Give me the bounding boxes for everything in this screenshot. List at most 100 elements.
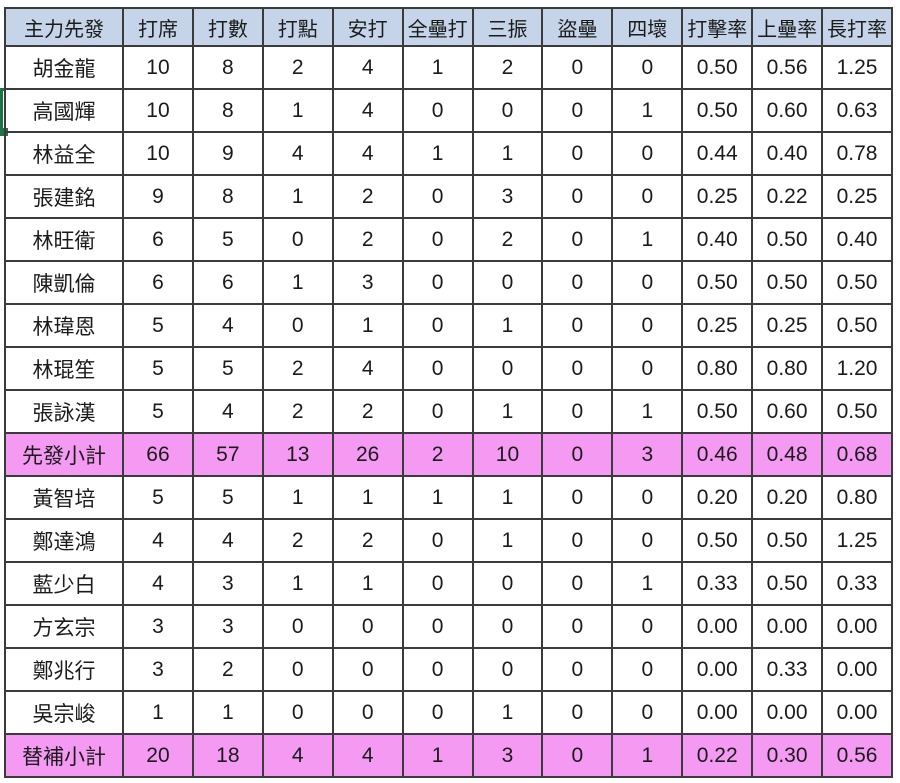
stat-cell[interactable]: 0 — [331, 690, 404, 735]
stat-cell[interactable]: 10 — [471, 432, 544, 477]
stat-cell[interactable]: 2 — [331, 174, 404, 219]
stat-cell[interactable]: 0.40 — [681, 217, 754, 262]
stat-cell[interactable]: 0 — [541, 389, 614, 434]
player-name-cell[interactable]: 林瑋恩 — [4, 303, 124, 348]
stat-cell[interactable]: 0.50 — [681, 260, 754, 305]
column-header-1[interactable]: 打席 — [122, 7, 194, 47]
stat-cell[interactable]: 0.40 — [751, 131, 824, 176]
stat-cell[interactable]: 0 — [261, 604, 334, 649]
player-name-cell[interactable]: 林益全 — [4, 131, 124, 176]
stat-cell[interactable]: 0.50 — [751, 217, 824, 262]
stat-cell[interactable]: 4 — [261, 733, 334, 778]
column-header-0[interactable]: 主力先發 — [4, 7, 124, 47]
stat-cell[interactable]: 3 — [331, 260, 404, 305]
stat-cell[interactable]: 4 — [331, 88, 404, 133]
stat-cell[interactable]: 0 — [611, 647, 684, 692]
stat-cell[interactable]: 0.00 — [681, 690, 754, 735]
stat-cell[interactable]: 0 — [401, 303, 474, 348]
stat-cell[interactable]: 9 — [191, 131, 264, 176]
stat-cell[interactable]: 0 — [471, 604, 544, 649]
stat-cell[interactable]: 20 — [122, 733, 194, 778]
stat-cell[interactable]: 0.40 — [821, 217, 893, 262]
stat-cell[interactable]: 0 — [401, 518, 474, 563]
stat-cell[interactable]: 3 — [191, 561, 264, 606]
column-header-11[interactable]: 長打率 — [821, 7, 893, 47]
stat-cell[interactable]: 0.50 — [681, 88, 754, 133]
stat-cell[interactable]: 1 — [261, 88, 334, 133]
stat-cell[interactable]: 1 — [401, 131, 474, 176]
stat-cell[interactable]: 0.80 — [821, 475, 893, 520]
stat-cell[interactable]: 0 — [401, 217, 474, 262]
stat-cell[interactable]: 0.63 — [821, 88, 893, 133]
stat-cell[interactable]: 10 — [122, 88, 194, 133]
stat-cell[interactable]: 0.50 — [681, 389, 754, 434]
stat-cell[interactable]: 3 — [471, 733, 544, 778]
stat-cell[interactable]: 4 — [122, 561, 194, 606]
subtotal-label-cell[interactable]: 替補小計 — [4, 733, 124, 778]
stat-cell[interactable]: 0 — [611, 260, 684, 305]
stat-cell[interactable]: 1 — [401, 475, 474, 520]
stat-cell[interactable]: 5 — [122, 346, 194, 391]
stat-cell[interactable]: 9 — [122, 174, 194, 219]
stat-cell[interactable]: 0.80 — [681, 346, 754, 391]
stat-cell[interactable]: 0 — [541, 303, 614, 348]
stat-cell[interactable]: 0.50 — [751, 518, 824, 563]
stat-cell[interactable]: 4 — [122, 518, 194, 563]
stat-cell[interactable]: 4 — [191, 518, 264, 563]
stat-cell[interactable]: 0 — [611, 690, 684, 735]
stat-cell[interactable]: 66 — [122, 432, 194, 477]
stat-cell[interactable]: 2 — [471, 217, 544, 262]
column-header-7[interactable]: 盜壘 — [541, 7, 614, 47]
stat-cell[interactable]: 8 — [191, 174, 264, 219]
stat-cell[interactable]: 0.50 — [821, 260, 893, 305]
stat-cell[interactable]: 0 — [541, 45, 614, 90]
stat-cell[interactable]: 0 — [541, 260, 614, 305]
stat-cell[interactable]: 5 — [122, 303, 194, 348]
stat-cell[interactable]: 0 — [401, 389, 474, 434]
stat-cell[interactable]: 0.00 — [681, 604, 754, 649]
stat-cell[interactable]: 2 — [191, 647, 264, 692]
stat-cell[interactable]: 0 — [401, 690, 474, 735]
stat-cell[interactable]: 0.20 — [681, 475, 754, 520]
stat-cell[interactable]: 10 — [122, 131, 194, 176]
stat-cell[interactable]: 0 — [471, 647, 544, 692]
stat-cell[interactable]: 0.00 — [821, 690, 893, 735]
stat-cell[interactable]: 4 — [261, 131, 334, 176]
stat-cell[interactable]: 6 — [122, 217, 194, 262]
stat-cell[interactable]: 0 — [541, 604, 614, 649]
stat-cell[interactable]: 0 — [541, 518, 614, 563]
stat-cell[interactable]: 1 — [261, 561, 334, 606]
stat-cell[interactable]: 0.22 — [751, 174, 824, 219]
stat-cell[interactable]: 1 — [261, 475, 334, 520]
player-name-cell[interactable]: 方玄宗 — [4, 604, 124, 649]
stat-cell[interactable]: 2 — [331, 389, 404, 434]
stat-cell[interactable]: 0 — [331, 647, 404, 692]
stat-cell[interactable]: 0 — [611, 518, 684, 563]
column-header-2[interactable]: 打數 — [191, 7, 264, 47]
player-name-cell[interactable]: 林旺衛 — [4, 217, 124, 262]
stat-cell[interactable]: 0.25 — [821, 174, 893, 219]
stat-cell[interactable]: 0 — [401, 647, 474, 692]
stat-cell[interactable]: 0 — [611, 346, 684, 391]
stat-cell[interactable]: 13 — [261, 432, 334, 477]
stat-cell[interactable]: 1 — [261, 174, 334, 219]
stat-cell[interactable]: 1 — [471, 389, 544, 434]
stat-cell[interactable]: 0.60 — [751, 389, 824, 434]
stat-cell[interactable]: 4 — [331, 131, 404, 176]
stat-cell[interactable]: 0 — [471, 88, 544, 133]
stat-cell[interactable]: 0 — [471, 260, 544, 305]
stat-cell[interactable]: 0.50 — [681, 518, 754, 563]
stat-cell[interactable]: 0.50 — [821, 389, 893, 434]
stat-cell[interactable]: 0.60 — [751, 88, 824, 133]
stat-cell[interactable]: 3 — [191, 604, 264, 649]
column-header-8[interactable]: 四壞 — [611, 7, 684, 47]
stat-cell[interactable]: 5 — [191, 346, 264, 391]
stat-cell[interactable]: 1 — [471, 475, 544, 520]
stat-cell[interactable]: 0 — [541, 475, 614, 520]
stat-cell[interactable]: 2 — [261, 389, 334, 434]
stat-cell[interactable]: 6 — [191, 260, 264, 305]
stat-cell[interactable]: 1 — [611, 217, 684, 262]
stat-cell[interactable]: 1 — [471, 303, 544, 348]
stat-cell[interactable]: 0.00 — [681, 647, 754, 692]
player-name-cell[interactable]: 吳宗峻 — [4, 690, 124, 735]
